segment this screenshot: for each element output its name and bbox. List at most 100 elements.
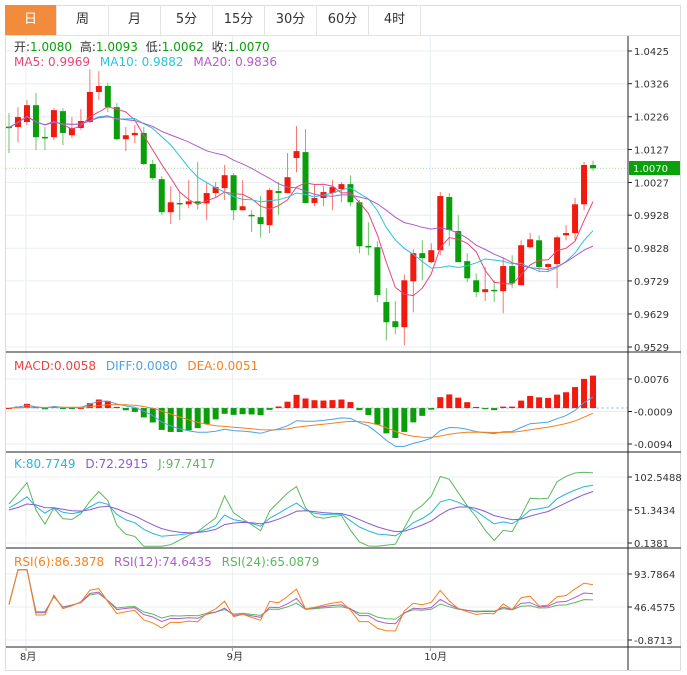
tick-label: 51.3434 — [634, 506, 675, 517]
macd-bar — [6, 408, 12, 410]
candle — [356, 199, 363, 254]
candle — [392, 301, 399, 335]
candle — [275, 182, 282, 216]
candle-body — [455, 231, 462, 263]
candle-body — [428, 250, 435, 263]
d-value: D:72.2915 — [85, 457, 148, 471]
candle — [383, 288, 390, 341]
candle-body — [410, 253, 417, 282]
candle — [68, 117, 75, 139]
ma10-legend: MA10: 0.9882 — [100, 55, 184, 69]
candle — [581, 162, 588, 211]
candle — [167, 186, 174, 225]
macd-bar — [95, 399, 102, 409]
tick-label: 0.9529 — [634, 343, 669, 354]
macd-bar — [284, 401, 291, 409]
current-price-value: 1.0070 — [633, 164, 668, 175]
candle-body — [356, 202, 363, 247]
macd-bar — [77, 407, 84, 409]
diff-line — [8, 396, 594, 447]
candle — [464, 253, 471, 283]
tab-60min[interactable]: 60分 — [317, 5, 369, 35]
candle-body — [401, 280, 408, 328]
candle-body — [419, 253, 426, 259]
tick-label: -0.8713 — [634, 636, 673, 647]
candle — [473, 273, 480, 298]
candle-body — [374, 247, 381, 296]
macd-bar — [329, 400, 336, 409]
candle-body — [86, 91, 93, 123]
candle-body — [95, 86, 102, 92]
tab-30min[interactable]: 30分 — [265, 5, 317, 35]
macd-bar — [59, 408, 66, 410]
macd-bar — [536, 397, 543, 409]
candle-body — [59, 111, 66, 133]
candle — [257, 196, 264, 238]
j-value: J:97.7417 — [157, 457, 215, 471]
candle-body — [509, 266, 516, 284]
tab-month[interactable]: 月 — [109, 5, 161, 35]
d-line — [8, 491, 594, 534]
macd-bar — [257, 408, 264, 416]
candle-body — [311, 198, 318, 203]
candle — [482, 267, 489, 302]
macd-bar — [86, 403, 93, 409]
macd-bar — [176, 408, 183, 432]
ma20-line — [8, 116, 594, 271]
tab-day[interactable]: 日 — [5, 5, 57, 35]
candle — [311, 185, 318, 207]
macd-bar — [68, 408, 75, 410]
candle — [41, 126, 48, 151]
candle-body — [365, 245, 372, 248]
macd-bar — [581, 378, 588, 409]
candle — [536, 235, 543, 273]
candle-body — [329, 187, 336, 194]
macd-bar — [194, 408, 201, 429]
candle-body — [203, 193, 210, 204]
tab-15min[interactable]: 15分 — [213, 5, 265, 35]
rsi12-line — [8, 569, 594, 625]
macd-bar — [221, 408, 228, 414]
candle — [518, 240, 525, 286]
rsi6-line — [8, 569, 594, 632]
tick-label: 1.0027 — [634, 178, 669, 189]
candle-body — [266, 190, 273, 226]
macd-bar — [464, 402, 471, 409]
macd-bar — [302, 398, 309, 409]
macd-bar — [158, 408, 165, 430]
macd-bar — [293, 394, 300, 409]
macd-bar — [230, 408, 237, 415]
macd-bar — [203, 408, 210, 424]
macd-bar — [338, 399, 345, 409]
month-label: 9月 — [227, 651, 243, 663]
tab-5min[interactable]: 5分 — [161, 5, 213, 35]
candle-body — [239, 206, 246, 211]
low-value: 1.0062 — [162, 40, 204, 54]
candle — [455, 215, 462, 263]
candle — [158, 176, 165, 216]
candle — [77, 109, 84, 130]
macd-bar — [563, 392, 570, 409]
candle-body — [122, 135, 129, 140]
macd-bar — [248, 408, 255, 415]
macd-legend: MACD:0.0058 DIFF:0.0080 DEA:0.0051 — [14, 359, 258, 373]
macd-bar — [41, 408, 48, 410]
candle — [500, 257, 507, 314]
candle — [410, 249, 417, 313]
candle — [248, 210, 255, 233]
candle-body — [194, 201, 201, 204]
candle — [95, 71, 102, 100]
candle-body — [383, 302, 390, 323]
tick-label: 0.9729 — [634, 277, 669, 288]
tab-4hour[interactable]: 4时 — [369, 5, 421, 35]
candle — [545, 263, 552, 273]
tab-week[interactable]: 周 — [57, 5, 109, 35]
candle — [176, 192, 183, 221]
macd-bar — [212, 408, 219, 420]
macd-bar — [545, 397, 552, 409]
candle — [50, 108, 57, 141]
candle — [329, 180, 336, 211]
candle — [527, 233, 534, 249]
ohlc-legend: 开:1.0080 高:1.0093 低:1.0062 收:1.0070 — [14, 39, 270, 54]
